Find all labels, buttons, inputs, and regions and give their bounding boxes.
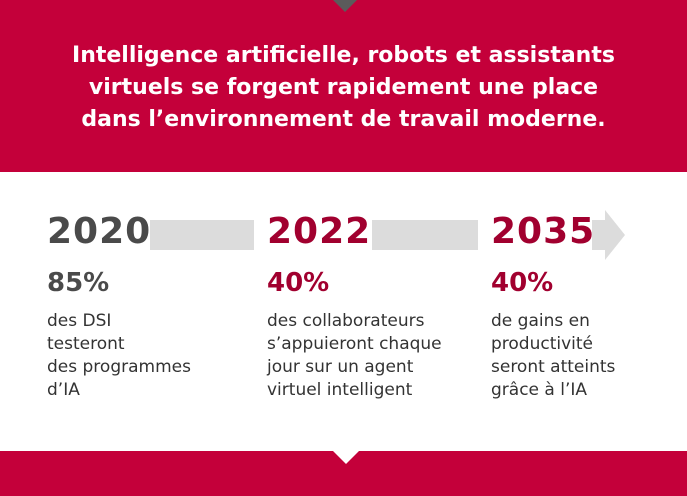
description: de gains en productivité seront atteints…	[491, 310, 681, 402]
year-label: 2020	[47, 211, 152, 252]
description-line: productivité	[491, 334, 594, 354]
percent-value: 40%	[267, 268, 330, 298]
timeline-item-2020: 2020 85% des DSI testeront des programme…	[47, 208, 257, 402]
description-line: de gains en	[491, 311, 590, 331]
description-line: des collaborateurs	[267, 311, 425, 331]
description-line: seront atteints	[491, 357, 616, 377]
arrow-right-icon	[605, 210, 625, 260]
down-triangle-icon	[333, 451, 359, 464]
description-line: des DSI	[47, 311, 112, 331]
timeline-arrow-segment	[372, 220, 478, 250]
timeline-item-2035: 2035 40% de gains en productivité seront…	[491, 208, 681, 402]
description-line: s’appuieront chaque	[267, 334, 442, 354]
description-line: des programmes	[47, 357, 191, 377]
header-band	[0, 0, 687, 172]
description-line: jour sur un agent	[267, 357, 414, 377]
headline-line: Intelligence artificielle, robots et ass…	[72, 43, 615, 68]
timeline-arrow-segment	[592, 220, 608, 250]
percent-value: 85%	[47, 268, 110, 298]
description: des collaborateurs s’appuieront chaque j…	[267, 310, 477, 402]
headline-line: virtuels se forgent rapidement une place	[88, 75, 599, 100]
down-triangle-icon	[333, 0, 357, 12]
headline-line: dans l’environnement de travail moderne.	[81, 107, 606, 132]
percent-value: 40%	[491, 268, 554, 298]
timeline-item-2022: 2022 40% des collaborateurs s’appuieront…	[267, 208, 477, 402]
timeline-arrow-segment	[150, 220, 254, 250]
headline: Intelligence artificielle, robots et ass…	[20, 40, 667, 136]
description-line: d’IA	[47, 380, 80, 400]
description-line: testeront	[47, 334, 125, 354]
year-label: 2022	[267, 211, 372, 252]
description: des DSI testeront des programmes d’IA	[47, 310, 257, 402]
description-line: virtuel intelligent	[267, 380, 413, 400]
description-line: grâce à l’IA	[491, 380, 587, 400]
year-label: 2035	[491, 211, 596, 252]
